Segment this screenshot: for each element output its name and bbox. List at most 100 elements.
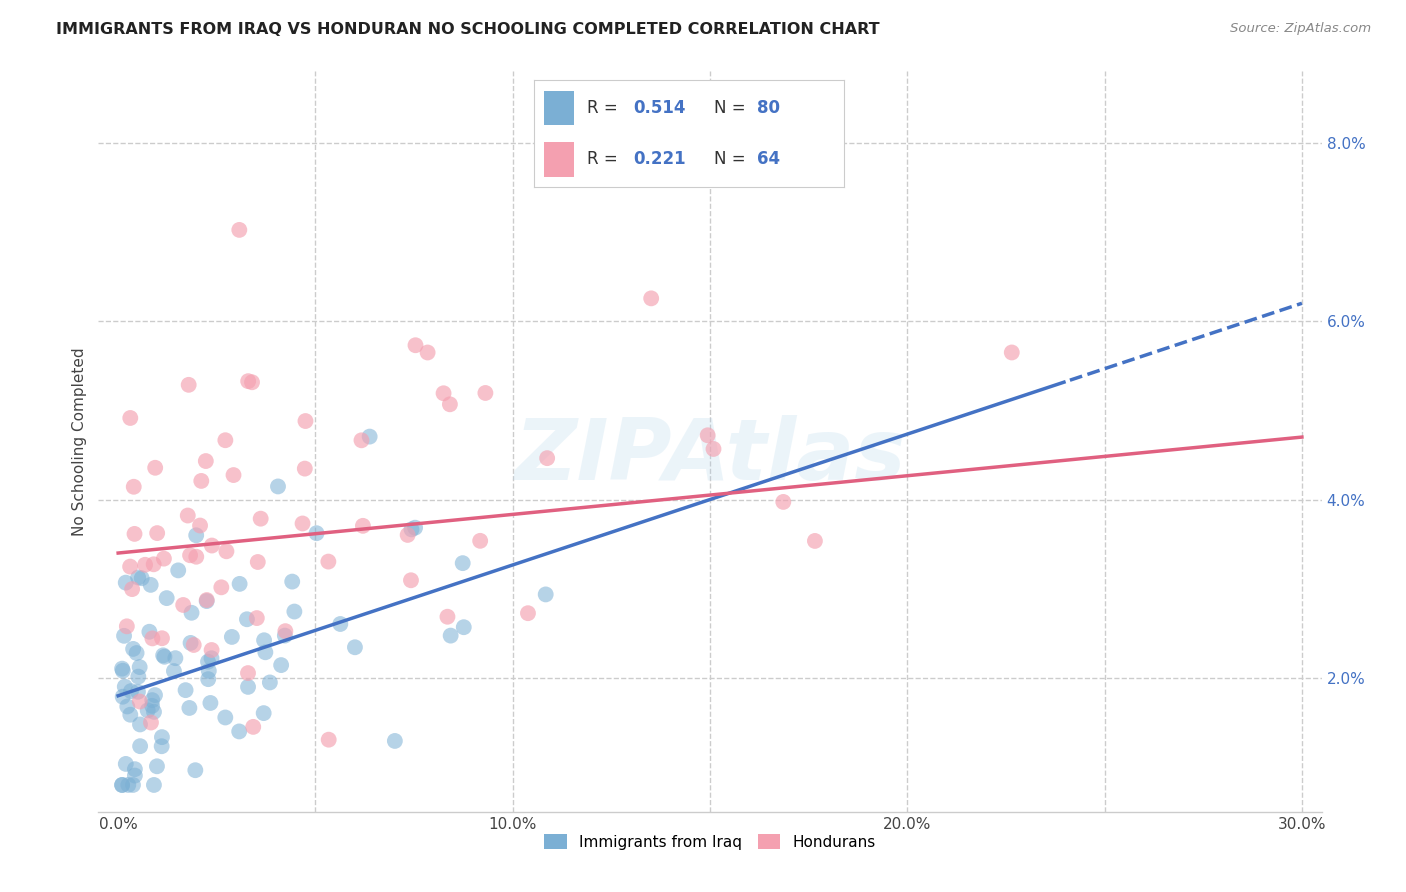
Point — [352, 518, 374, 533]
Point — [127, 670, 149, 684]
Bar — [544, 143, 575, 177]
Point — [436, 609, 458, 624]
Bar — [544, 91, 575, 125]
Point — [152, 648, 174, 663]
Point — [156, 591, 179, 606]
Point — [201, 539, 224, 553]
Point — [517, 606, 540, 620]
Point — [198, 664, 221, 678]
Point — [111, 778, 134, 792]
Point — [121, 582, 143, 596]
Point — [122, 641, 145, 656]
Point — [143, 460, 166, 475]
Point — [416, 345, 439, 359]
Point — [470, 533, 492, 548]
Point — [294, 414, 316, 428]
Point — [150, 739, 173, 754]
Point — [318, 555, 340, 569]
Point — [253, 633, 276, 648]
Text: R =: R = — [586, 99, 623, 117]
Point — [142, 778, 165, 792]
Point — [399, 574, 422, 588]
Point — [240, 376, 263, 390]
Point — [122, 778, 145, 792]
Text: 0.514: 0.514 — [633, 99, 686, 117]
Point — [253, 706, 276, 720]
Point — [122, 480, 145, 494]
Point — [186, 528, 208, 542]
Point — [120, 411, 142, 425]
Text: 80: 80 — [756, 99, 780, 117]
Point — [128, 660, 150, 674]
Point — [209, 580, 232, 594]
Point — [186, 549, 208, 564]
Point — [195, 594, 218, 608]
Point — [111, 664, 134, 678]
Point — [228, 724, 250, 739]
Text: R =: R = — [586, 151, 623, 169]
Point — [143, 705, 166, 719]
Point — [124, 527, 146, 541]
Point — [127, 685, 149, 699]
Point — [180, 636, 202, 650]
Point — [350, 434, 373, 448]
Point — [259, 675, 281, 690]
Point — [114, 756, 136, 771]
Point — [305, 526, 328, 541]
Point — [150, 632, 173, 646]
Text: ZIPAtlas: ZIPAtlas — [515, 415, 905, 498]
Text: Source: ZipAtlas.com: Source: ZipAtlas.com — [1230, 22, 1371, 36]
Point — [246, 555, 269, 569]
Point — [146, 526, 169, 541]
Point — [236, 680, 259, 694]
Point — [111, 690, 134, 704]
Point — [111, 778, 134, 792]
Point — [221, 630, 243, 644]
Point — [439, 397, 461, 411]
Point — [139, 715, 162, 730]
Point — [128, 694, 150, 708]
Point — [127, 570, 149, 584]
Point — [136, 703, 159, 717]
Point — [177, 508, 200, 523]
Point — [236, 666, 259, 681]
Point — [640, 291, 662, 305]
Point — [134, 558, 156, 572]
Text: N =: N = — [714, 99, 751, 117]
Point — [474, 386, 496, 401]
Point — [702, 442, 724, 456]
Text: IMMIGRANTS FROM IRAQ VS HONDURAN NO SCHOOLING COMPLETED CORRELATION CHART: IMMIGRANTS FROM IRAQ VS HONDURAN NO SCHO… — [56, 22, 880, 37]
Point — [214, 434, 236, 448]
Text: N =: N = — [714, 151, 751, 169]
Point — [117, 778, 139, 792]
Point — [143, 688, 166, 702]
Point — [183, 638, 205, 652]
Point — [195, 593, 218, 607]
Point — [114, 680, 136, 694]
Point — [343, 640, 366, 655]
Point — [772, 495, 794, 509]
Point — [236, 612, 259, 626]
Point — [200, 696, 222, 710]
Point — [117, 699, 139, 714]
Point — [200, 651, 222, 665]
Point — [291, 516, 314, 531]
Point — [141, 693, 163, 707]
Point — [188, 518, 211, 533]
Point — [451, 556, 474, 570]
Point — [179, 701, 201, 715]
Point — [194, 454, 217, 468]
Point — [129, 739, 152, 754]
Point — [274, 629, 297, 643]
Point — [172, 598, 194, 612]
Point — [139, 578, 162, 592]
Point — [174, 683, 197, 698]
Point — [201, 643, 224, 657]
Point — [115, 619, 138, 633]
Point — [165, 651, 187, 665]
Point — [112, 629, 135, 643]
Point — [146, 759, 169, 773]
Point — [141, 632, 163, 646]
Point — [180, 606, 202, 620]
Point — [401, 522, 423, 536]
